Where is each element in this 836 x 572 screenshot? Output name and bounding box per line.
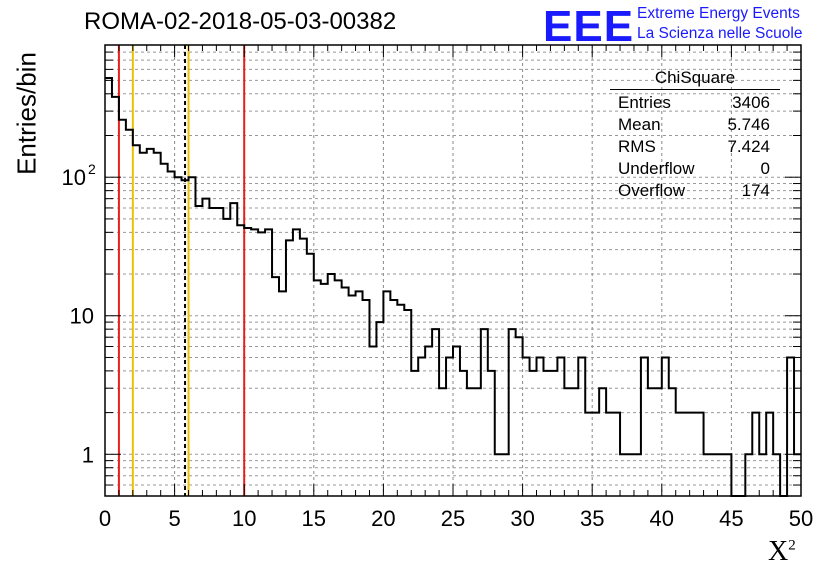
x-tick-label: 20 [371,506,395,531]
stats-label: Underflow [618,159,695,178]
stats-label: RMS [618,137,656,156]
x-tick-label: 10 [232,506,256,531]
logo-line-2: La Scienza nelle Scuole [637,25,803,42]
chart-title: ROMA-02-2018-05-03-00382 [84,8,397,35]
stats-value: 3406 [732,93,770,112]
stats-value: 7.424 [727,137,770,156]
x-axis-label: X2 [768,536,796,567]
x-tick-label: 0 [99,506,111,531]
stats-title: ChiSquare [610,68,780,90]
logo-line-1: Extreme Energy Events [637,5,800,22]
stats-row: Overflow 174 [610,180,780,202]
stats-row: Underflow 0 [610,158,780,180]
stats-row: RMS 7.424 [610,136,780,158]
y-tick-label: 10 [62,165,86,190]
stats-row: Mean 5.746 [610,114,780,136]
histogram-series [105,77,801,497]
x-tick-label: 40 [650,506,674,531]
x-tick-label: 50 [789,506,813,531]
y-tick-label: 1 [82,442,94,467]
stats-label: Overflow [618,181,686,200]
stats-label: Mean [618,115,661,134]
stats-value: 5.746 [727,115,770,134]
y-tick-label-exponent: 2 [88,161,96,177]
x-tick-label: 25 [441,506,465,531]
x-tick-label: 5 [168,506,180,531]
axis-ticks [104,44,802,497]
stats-row: Entries 3406 [610,92,780,114]
x-tick-label: 35 [580,506,604,531]
x-tick-label: 15 [302,506,326,531]
stats-value: 0 [760,159,770,178]
y-tick-label: 10 [70,304,94,329]
stats-value: 174 [741,181,770,200]
threshold-lines [117,45,246,496]
stats-label: Entries [618,93,671,112]
x-tick-label: 45 [719,506,743,531]
stats-box: ChiSquare Entries 3406 Mean 5.746 RMS 7.424 Un… [610,68,780,202]
eee-logo: EEE [543,2,635,51]
x-tick-label: 30 [510,506,534,531]
